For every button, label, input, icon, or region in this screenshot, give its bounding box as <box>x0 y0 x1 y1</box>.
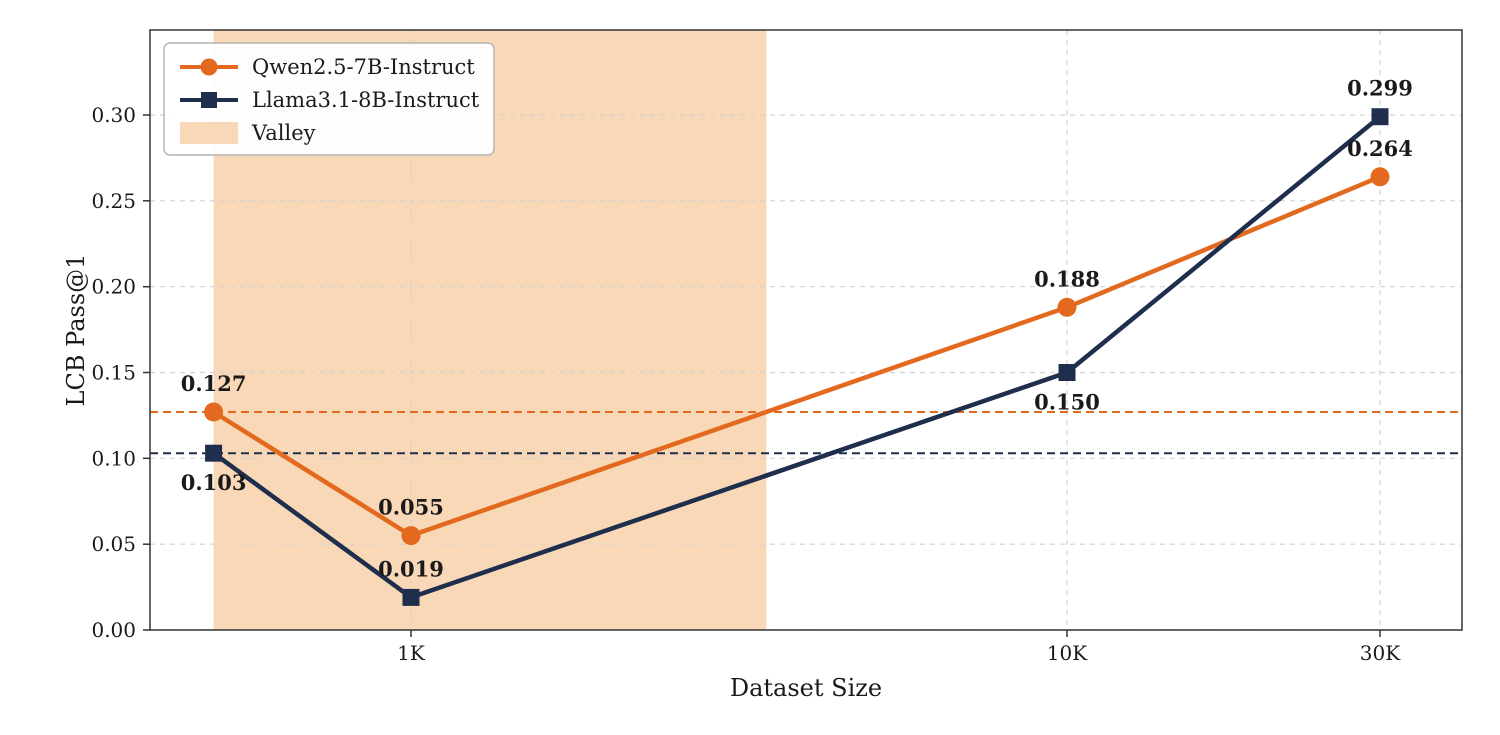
x-tick-label: 10K <box>1047 641 1088 665</box>
y-tick-label: 0.20 <box>91 275 136 299</box>
data-point-marker <box>1371 108 1389 126</box>
y-tick-label: 0.00 <box>91 618 136 642</box>
series-line <box>211 114 1383 600</box>
x-tick-label: 30K <box>1360 641 1401 665</box>
legend-item: Qwen2.5-7B-Instruct <box>180 55 475 79</box>
data-point-label: 0.019 <box>378 556 444 581</box>
y-tick-label: 0.10 <box>91 446 136 470</box>
legend-label: Qwen2.5-7B-Instruct <box>252 55 475 79</box>
data-point-marker <box>1058 364 1076 381</box>
y-axis-label: LCB Pass@1 <box>62 254 90 407</box>
data-point-label: 0.103 <box>181 470 247 495</box>
legend-marker <box>201 92 217 108</box>
legend-label: Valley <box>251 121 316 145</box>
y-tick-label: 0.30 <box>91 103 136 127</box>
x-tick-label: 1K <box>397 641 426 665</box>
data-point-label: 0.150 <box>1034 390 1100 415</box>
data-point-marker <box>402 588 420 606</box>
data-point-marker <box>401 526 421 546</box>
plot-frame <box>149 29 1463 631</box>
x-axis-label: Dataset Size <box>730 674 882 702</box>
data-point-label: 0.264 <box>1347 136 1413 161</box>
data-point-label: 0.299 <box>1347 76 1413 101</box>
legend-label: Llama3.1-8B-Instruct <box>252 88 480 112</box>
data-point-marker <box>205 444 223 462</box>
legend-item: Llama3.1-8B-Instruct <box>180 88 480 112</box>
legend-item: Valley <box>180 121 316 145</box>
legend-patch <box>180 122 238 144</box>
data-point-marker <box>204 402 224 422</box>
y-tick-label: 0.15 <box>91 361 136 385</box>
y-tick-label: 0.25 <box>91 189 136 213</box>
data-point-marker <box>1370 167 1390 187</box>
legend: Qwen2.5-7B-Instruct Llama3.1-8B-Instruct V… <box>163 42 495 156</box>
data-point-marker <box>1057 297 1077 317</box>
data-point-label: 0.188 <box>1034 266 1100 291</box>
y-tick-label: 0.05 <box>91 532 136 556</box>
legend-box <box>163 42 495 156</box>
legend-marker <box>200 58 218 76</box>
data-point-label: 0.127 <box>181 371 247 396</box>
data-point-label: 0.055 <box>378 495 444 520</box>
